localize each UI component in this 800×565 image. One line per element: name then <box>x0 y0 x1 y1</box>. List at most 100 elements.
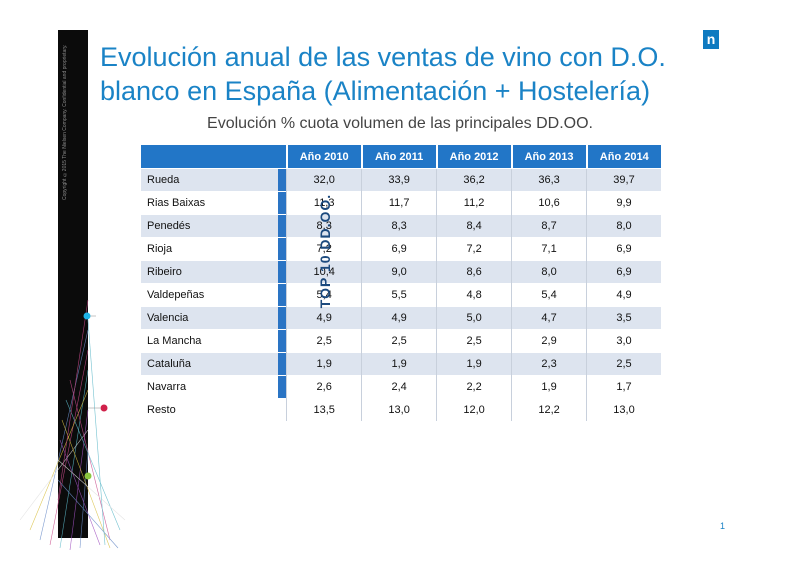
cell-value: 13,0 <box>586 398 661 421</box>
cell-value: 6,9 <box>586 237 661 261</box>
table-row: Valdepeñas 5,4 5,5 4,8 5,4 4,9 <box>141 283 661 307</box>
cell-value: 2,5 <box>361 329 437 353</box>
group-marker <box>278 191 287 215</box>
cell-value: 3,0 <box>586 329 661 353</box>
cell-value: 8,7 <box>511 214 587 238</box>
row-label: Navarra <box>141 375 279 399</box>
page-title: Evolución anual de las ventas de vino co… <box>100 42 666 106</box>
row-label: Rias Baixas <box>141 191 279 215</box>
cell-value: 8,6 <box>436 260 512 284</box>
copyright-notice: Copyright ©2015 The Nielsen Company. Con… <box>62 44 68 200</box>
row-label: Valdepeñas <box>141 283 279 307</box>
cell-value: 10,6 <box>511 191 587 215</box>
cell-value: 4,7 <box>511 306 587 330</box>
cell-value: 33,9 <box>361 168 437 192</box>
column-header: Año 2013 <box>510 145 587 169</box>
group-marker <box>278 214 287 238</box>
table-header-row: Año 2010 Año 2011 Año 2012 Año 2013 Año … <box>141 145 661 169</box>
cell-value: 4,9 <box>361 306 437 330</box>
cell-value: 11,3 <box>286 191 362 215</box>
cell-value: 32,0 <box>286 168 362 192</box>
cell-value: 8,0 <box>511 260 587 284</box>
column-header: Año 2014 <box>585 145 661 169</box>
cell-value: 7,2 <box>436 237 512 261</box>
group-marker <box>278 168 287 192</box>
column-header: Año 2010 <box>285 145 362 169</box>
cell-value: 10,4 <box>286 260 362 284</box>
cell-value: 2,5 <box>586 352 661 376</box>
cell-value: 36,3 <box>511 168 587 192</box>
cell-value: 11,7 <box>361 191 437 215</box>
group-marker <box>278 329 287 353</box>
cell-value: 12,2 <box>511 398 587 421</box>
row-label: La Mancha <box>141 329 279 353</box>
table-row: La Mancha 2,5 2,5 2,5 2,9 3,0 <box>141 329 661 353</box>
wine-share-table: Año 2010 Año 2011 Año 2012 Año 2013 Año … <box>141 145 661 421</box>
cell-value: 1,9 <box>511 375 587 399</box>
cell-value: 5,4 <box>511 283 587 307</box>
cell-value: 2,9 <box>511 329 587 353</box>
cell-value: 2,5 <box>286 329 362 353</box>
table-row: Rioja 7,2 6,9 7,2 7,1 6,9 <box>141 237 661 261</box>
cell-value: 2,3 <box>511 352 587 376</box>
group-marker <box>278 283 287 307</box>
top10-group-label: TOP 10 DD.OO. <box>317 193 333 309</box>
header-corner <box>141 145 287 169</box>
cell-value: 12,0 <box>436 398 512 421</box>
cell-value: 2,5 <box>436 329 512 353</box>
table-row-resto: Resto 13,5 13,0 12,0 12,2 13,0 <box>141 398 661 421</box>
cell-value: 7,1 <box>511 237 587 261</box>
cell-value: 6,9 <box>586 260 661 284</box>
column-header: Año 2011 <box>360 145 437 169</box>
cell-value: 11,2 <box>436 191 512 215</box>
table-row: Cataluña 1,9 1,9 1,9 2,3 2,5 <box>141 352 661 376</box>
row-label: Penedés <box>141 214 279 238</box>
cell-value: 5,4 <box>286 283 362 307</box>
cell-value: 7,2 <box>286 237 362 261</box>
row-label: Valencia <box>141 306 279 330</box>
table-row: Valencia 4,9 4,9 5,0 4,7 3,5 <box>141 306 661 330</box>
cell-value: 1,9 <box>286 352 362 376</box>
cell-value: 8,0 <box>586 214 661 238</box>
cell-value: 8,4 <box>436 214 512 238</box>
cell-value: 4,8 <box>436 283 512 307</box>
page-number: 1 <box>720 521 726 531</box>
decorative-strip <box>58 30 88 538</box>
nielsen-logo: n <box>703 30 719 49</box>
group-marker <box>278 237 287 261</box>
column-header: Año 2012 <box>435 145 512 169</box>
cell-value: 1,9 <box>361 352 437 376</box>
cell-value: 5,0 <box>436 306 512 330</box>
row-label: Ribeiro <box>141 260 279 284</box>
cell-value: 3,5 <box>586 306 661 330</box>
cell-value: 39,7 <box>586 168 661 192</box>
cell-value: 2,2 <box>436 375 512 399</box>
row-label: Rioja <box>141 237 279 261</box>
cell-value: 9,0 <box>361 260 437 284</box>
cell-value: 1,9 <box>436 352 512 376</box>
cell-value: 8,3 <box>361 214 437 238</box>
cell-value: 9,9 <box>586 191 661 215</box>
cell-value: 6,9 <box>361 237 437 261</box>
table-row: Ribeiro 10,4 9,0 8,6 8,0 6,9 <box>141 260 661 284</box>
table-row: Rueda 32,0 33,9 36,2 36,3 39,7 <box>141 168 661 192</box>
row-label: Cataluña <box>141 352 279 376</box>
cell-value: 1,7 <box>586 375 661 399</box>
cell-value: 2,6 <box>286 375 362 399</box>
cell-value: 13,0 <box>361 398 437 421</box>
cell-value: 5,5 <box>361 283 437 307</box>
table-row: Rias Baixas 11,3 11,7 11,2 10,6 9,9 <box>141 191 661 215</box>
group-marker <box>278 352 287 376</box>
cell-value: 8,3 <box>286 214 362 238</box>
cell-value: 13,5 <box>286 398 362 421</box>
group-marker <box>278 306 287 330</box>
table-subtitle: Evolución % cuota volumen de las princip… <box>207 115 593 132</box>
cell-value: 4,9 <box>586 283 661 307</box>
cell-value: 4,9 <box>286 306 362 330</box>
table-row: Penedés 8,3 8,3 8,4 8,7 8,0 <box>141 214 661 238</box>
group-marker <box>278 375 287 399</box>
table-row: Navarra 2,6 2,4 2,2 1,9 1,7 <box>141 375 661 399</box>
row-label: Rueda <box>141 168 279 192</box>
cell-value: 36,2 <box>436 168 512 192</box>
